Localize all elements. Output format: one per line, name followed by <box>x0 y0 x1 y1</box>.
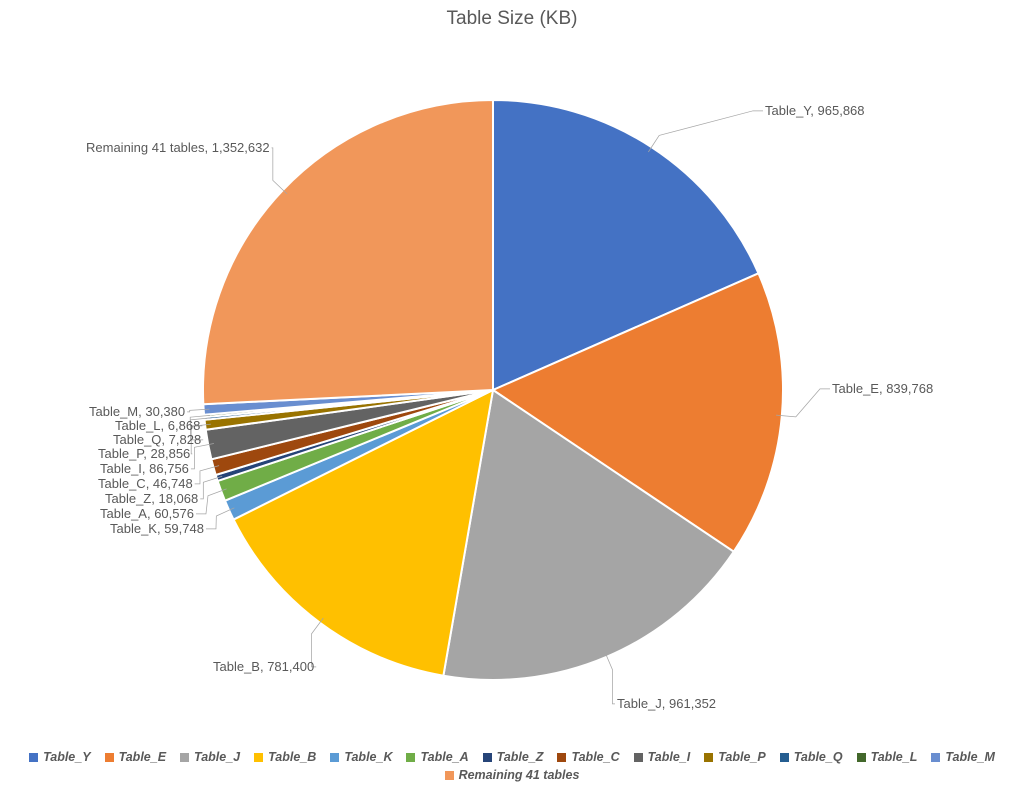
legend-label: Table_Z <box>497 750 544 764</box>
legend-item: Table_P <box>704 750 765 764</box>
legend-label: Table_I <box>648 750 691 764</box>
legend-item: Table_Y <box>29 750 90 764</box>
legend-label: Table_E <box>119 750 166 764</box>
legend-swatch <box>330 753 339 762</box>
legend-label: Table_Y <box>43 750 90 764</box>
legend-item: Table_Z <box>483 750 544 764</box>
legend-swatch <box>780 753 789 762</box>
legend-item: Table_M <box>931 750 995 764</box>
legend-item: Table_C <box>557 750 619 764</box>
pie-data-label: Table_E, 839,768 <box>832 382 933 396</box>
leader-line <box>648 111 763 152</box>
legend-swatch <box>180 753 189 762</box>
legend-swatch <box>634 753 643 762</box>
pie-data-label: Table_Y, 965,868 <box>765 104 865 118</box>
legend-item: Table_E <box>105 750 166 764</box>
legend-swatch <box>557 753 566 762</box>
legend-label: Table_M <box>945 750 995 764</box>
legend-item: Table_B <box>254 750 316 764</box>
legend-item: Table_J <box>180 750 240 764</box>
legend-swatch <box>29 753 38 762</box>
pie-data-label: Table_C, 46,748 <box>98 477 193 491</box>
legend-swatch <box>857 753 866 762</box>
pie-data-label: Table_I, 86,756 <box>100 462 189 476</box>
legend-swatch <box>105 753 114 762</box>
legend-label: Table_C <box>571 750 619 764</box>
pie-data-label: Table_L, 6,868 <box>115 419 200 433</box>
pie-data-label: Table_M, 30,380 <box>89 405 185 419</box>
legend-label: Table_P <box>718 750 765 764</box>
legend-swatch <box>254 753 263 762</box>
legend-swatch <box>406 753 415 762</box>
chart-legend: Table_Y Table_E Table_J Table_B Table_K Table… <box>0 750 1024 782</box>
legend-swatch <box>483 753 492 762</box>
legend-swatch <box>445 771 454 780</box>
legend-item: Table_Q <box>780 750 843 764</box>
pie-data-label: Table_B, 781,400 <box>213 660 314 674</box>
pie-data-label: Table_Z, 18,068 <box>105 492 198 506</box>
legend-label: Table_Q <box>794 750 843 764</box>
pie-data-label: Table_J, 961,352 <box>617 697 716 711</box>
pie-data-label: Remaining 41 tables, 1,352,632 <box>86 141 270 155</box>
legend-item: Table_L <box>857 750 918 764</box>
legend-label: Table_K <box>344 750 392 764</box>
pie-data-label: Table_A, 60,576 <box>100 507 194 521</box>
pie-chart-container: Table Size (KB) Table_YTable_ETable_JTab… <box>0 0 1024 788</box>
legend-item: Table_K <box>330 750 392 764</box>
legend-label: Table_J <box>194 750 240 764</box>
pie-data-label: Table_P, 28,856 <box>98 447 190 461</box>
legend-item: Table_A <box>406 750 468 764</box>
legend-item: Table_I <box>634 750 691 764</box>
legend-item: Remaining 41 tables <box>445 768 580 782</box>
legend-label: Remaining 41 tables <box>459 768 580 782</box>
legend-label: Table_B <box>268 750 316 764</box>
legend-swatch <box>704 753 713 762</box>
legend-label: Table_L <box>871 750 918 764</box>
legend-swatch <box>931 753 940 762</box>
pie-data-label: Table_K, 59,748 <box>110 522 204 536</box>
pie-data-label: Table_Q, 7,828 <box>113 433 201 447</box>
legend-label: Table_A <box>420 750 468 764</box>
leader-line <box>605 651 615 703</box>
leader-line <box>776 389 830 417</box>
